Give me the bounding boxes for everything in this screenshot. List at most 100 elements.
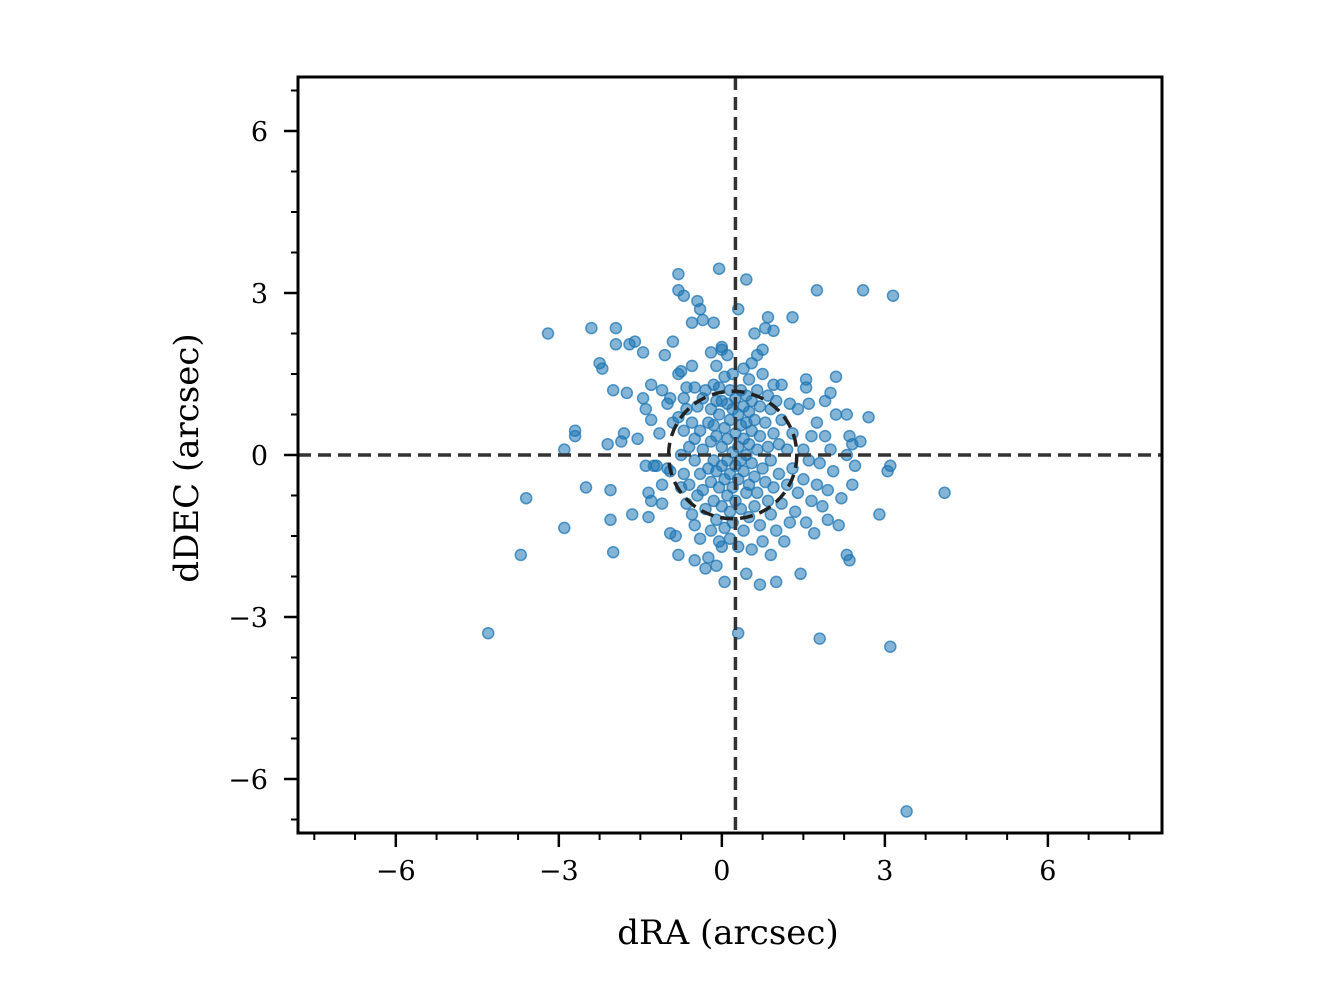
data-point — [655, 497, 669, 510]
data-point — [693, 532, 707, 545]
data-point — [710, 559, 723, 572]
data-point — [481, 626, 495, 640]
data-point — [786, 311, 799, 324]
x-tick-label: 0 — [713, 856, 730, 887]
y-axis-label: dDEC (arcsec) — [167, 333, 207, 582]
data-point — [688, 518, 701, 532]
data-point — [699, 562, 712, 575]
data-point — [718, 575, 731, 589]
data-point — [805, 494, 818, 508]
data-point — [761, 311, 775, 324]
data-point — [650, 459, 663, 473]
data-point — [601, 437, 614, 451]
data-point — [688, 554, 701, 567]
data-point — [767, 324, 780, 338]
data-point — [721, 348, 734, 362]
data-point — [625, 508, 639, 521]
data-point — [596, 362, 609, 375]
data-point — [759, 416, 772, 429]
data-point — [797, 473, 810, 486]
data-point — [756, 343, 769, 356]
data-point — [631, 432, 644, 446]
data-point — [644, 494, 658, 508]
data-point — [666, 335, 680, 348]
data-point — [767, 427, 780, 440]
data-point — [829, 370, 843, 383]
data-point — [794, 567, 807, 581]
data-point — [685, 359, 699, 373]
data-point — [606, 545, 620, 559]
data-point — [848, 459, 862, 473]
data-point — [761, 440, 775, 454]
data-point — [799, 381, 813, 394]
data-point — [519, 491, 533, 505]
data-point — [873, 508, 886, 521]
data-point — [748, 327, 761, 340]
data-point — [677, 424, 691, 437]
data-point — [669, 529, 682, 543]
data-point — [710, 359, 723, 373]
reference-circle — [666, 389, 799, 521]
data-point — [745, 456, 758, 470]
data-point — [767, 481, 780, 494]
data-point — [816, 500, 829, 513]
data-point — [704, 346, 718, 359]
data-point — [677, 467, 691, 481]
data-point — [639, 402, 653, 416]
data-point — [807, 527, 821, 540]
data-point — [715, 540, 729, 554]
x-tick-label: 3 — [876, 856, 893, 887]
data-point — [688, 454, 701, 467]
data-point — [604, 483, 617, 497]
data-point — [791, 402, 805, 416]
data-point — [579, 481, 593, 494]
data-point — [696, 483, 710, 497]
y-tick-label: −3 — [228, 603, 268, 634]
data-point — [753, 400, 767, 413]
data-point — [846, 478, 859, 491]
data-point — [609, 321, 623, 335]
data-point — [707, 419, 720, 432]
data-point — [810, 284, 824, 297]
data-point — [783, 516, 797, 529]
data-point — [824, 386, 837, 400]
data-point — [710, 513, 723, 527]
data-point — [748, 413, 761, 427]
data-point — [788, 505, 802, 518]
data-point — [900, 805, 913, 818]
data-point — [799, 516, 813, 529]
data-point — [655, 383, 669, 397]
data-point — [604, 513, 617, 527]
data-point — [672, 548, 685, 562]
data-point — [737, 524, 750, 537]
data-point — [628, 335, 642, 348]
data-point — [693, 424, 707, 437]
data-point — [740, 273, 753, 286]
data-point — [772, 467, 786, 481]
x-tick-label: −6 — [376, 856, 416, 887]
data-point — [753, 578, 767, 591]
data-point — [884, 640, 897, 653]
data-point — [617, 427, 631, 440]
data-point — [712, 408, 726, 421]
data-point — [856, 284, 870, 297]
data-point — [737, 464, 750, 478]
data-point — [813, 632, 826, 645]
data-point — [636, 346, 650, 359]
data-point — [778, 535, 791, 548]
data-point — [677, 392, 691, 405]
data-point — [740, 567, 753, 581]
data-point — [938, 486, 951, 500]
data-point — [775, 378, 788, 392]
data-point — [653, 427, 666, 440]
data-point — [854, 435, 867, 448]
data-point — [682, 478, 696, 491]
data-point — [585, 321, 598, 335]
data-point — [813, 456, 826, 470]
data-point — [756, 367, 769, 381]
data-point — [886, 289, 900, 302]
data-point — [731, 626, 745, 640]
data-point — [810, 478, 824, 491]
x-tick-label: 6 — [1039, 856, 1056, 887]
data-point — [677, 289, 691, 302]
